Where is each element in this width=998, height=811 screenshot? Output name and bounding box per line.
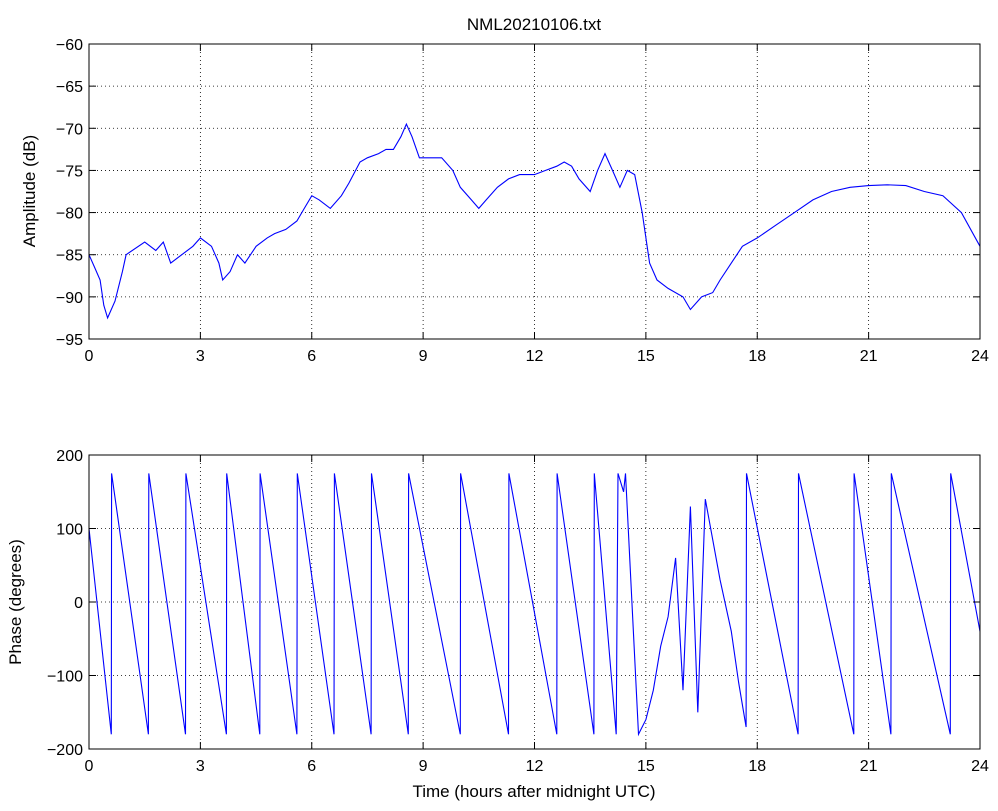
amplitude-y-tick-label: −80 [56,206,83,223]
amplitude-y-tick-label: −60 [56,37,83,54]
phase-panel: 0 3 6 9 12 15 18 21 24 −200 −100 0 100 200 Time (hour… [6,448,989,801]
phase-x-tick-label: 12 [526,758,544,775]
phase-y-tick-label: −100 [47,669,83,686]
phase-x-tick-label: 0 [85,758,94,775]
phase-x-tick-label: 24 [971,758,989,775]
amplitude-y-tick-label: −65 [56,79,83,96]
phase-x-tick-label: 18 [748,758,766,775]
amplitude-x-tick-label: 9 [419,348,428,365]
amplitude-ticks: 0 3 6 9 12 15 18 21 24 −95 −90 −85 −80 −75 −70 −65 −60 [56,37,989,365]
amplitude-x-tick-label: 15 [637,348,655,365]
phase-x-tick-label: 9 [419,758,428,775]
phase-y-tick-label: −200 [47,742,83,759]
phase-series-line [88,473,981,737]
phase-ticks: 0 3 6 9 12 15 18 21 24 −200 −100 0 100 200 [47,448,989,775]
phase-y-tick-label: 0 [74,595,83,612]
amplitude-x-tick-label: 18 [748,348,766,365]
amplitude-x-tick-label: 3 [196,348,205,365]
phase-y-tick-label: 200 [56,448,83,465]
amplitude-x-tick-label: 12 [526,348,544,365]
chart-title: NML20210106.txt [467,15,601,34]
phase-x-tick-label: 6 [307,758,316,775]
amplitude-y-tick-label: −75 [56,163,83,180]
amplitude-x-tick-label: 6 [307,348,316,365]
amplitude-x-tick-label: 0 [85,348,94,365]
phase-x-tick-label: 21 [860,758,878,775]
phase-x-tick-label: 3 [196,758,205,775]
phase-grid [89,455,980,749]
amplitude-y-tick-label: −85 [56,248,83,265]
amplitude-y-tick-label: −90 [56,290,83,307]
amplitude-x-tick-label: 24 [971,348,989,365]
amplitude-y-tick-label: −70 [56,121,83,138]
amplitude-series-line [88,122,981,320]
amplitude-x-tick-label: 21 [860,348,878,365]
phase-y-tick-label: 100 [56,522,83,539]
amplitude-y-tick-label: −95 [56,332,83,349]
amplitude-y-axis-label: Amplitude (dB) [20,135,39,247]
amplitude-panel: 0 3 6 9 12 15 18 21 24 −95 −90 −85 −80 −75 −70 −65 −60 N… [20,15,989,365]
phase-x-tick-label: 15 [637,758,655,775]
phase-x-axis-label: Time (hours after midnight UTC) [412,782,655,801]
phase-y-axis-label: Phase (degrees) [6,539,25,665]
